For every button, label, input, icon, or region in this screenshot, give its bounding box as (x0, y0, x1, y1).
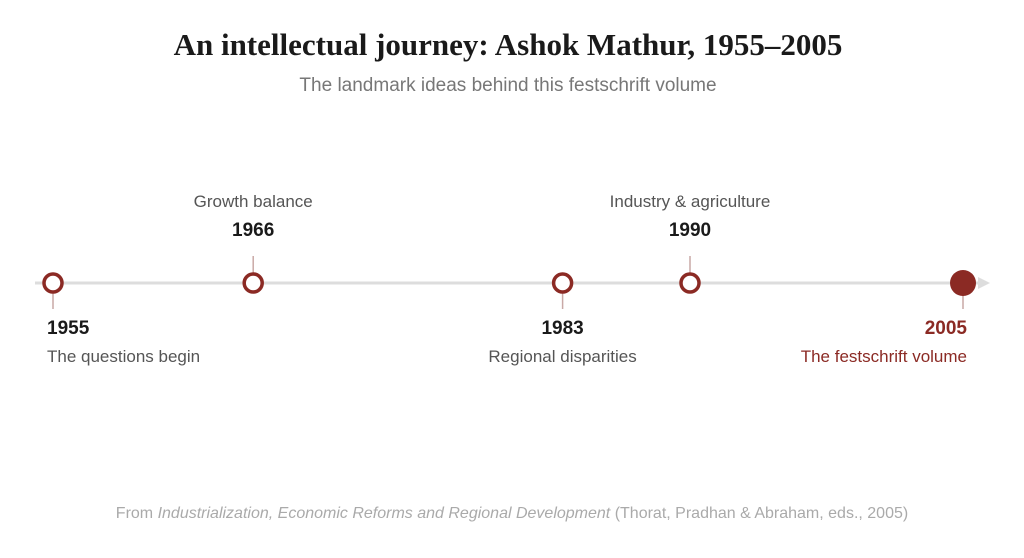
footer: From Industrialization, Economic Reforms… (0, 505, 1024, 523)
footer-prefix: From (115, 505, 154, 522)
event-label: The questions begin (47, 347, 200, 366)
event-marker (950, 270, 976, 296)
event-label: Growth balance (194, 192, 313, 211)
event-marker (551, 272, 574, 294)
event-marker (242, 272, 264, 294)
title: An intellectual journey: Ashok Mathur, 1… (174, 27, 843, 62)
timeline: An intellectual journey: Ashok Mathur, 1… (35, 27, 990, 366)
event-label: Regional disparities (488, 347, 636, 366)
event-year: 2005 (925, 318, 968, 339)
event-marker (679, 272, 701, 294)
axis-arrow (978, 277, 990, 289)
event-year: 1966 (232, 220, 274, 241)
event-year: 1983 (541, 318, 583, 339)
event-marker (42, 272, 64, 294)
event-year: 1955 (47, 318, 90, 339)
event-label: The festschrift volume (801, 347, 967, 366)
subtitle: The landmark ideas behind this festschri… (299, 75, 716, 96)
footer-suffix: (Thorat, Pradhan & Abraham, eds., 2005) (614, 505, 909, 522)
event-year: 1990 (669, 220, 711, 241)
event-label: Industry & agriculture (610, 192, 771, 211)
footer-book: Industrialization, Economic Reforms and … (157, 505, 611, 522)
